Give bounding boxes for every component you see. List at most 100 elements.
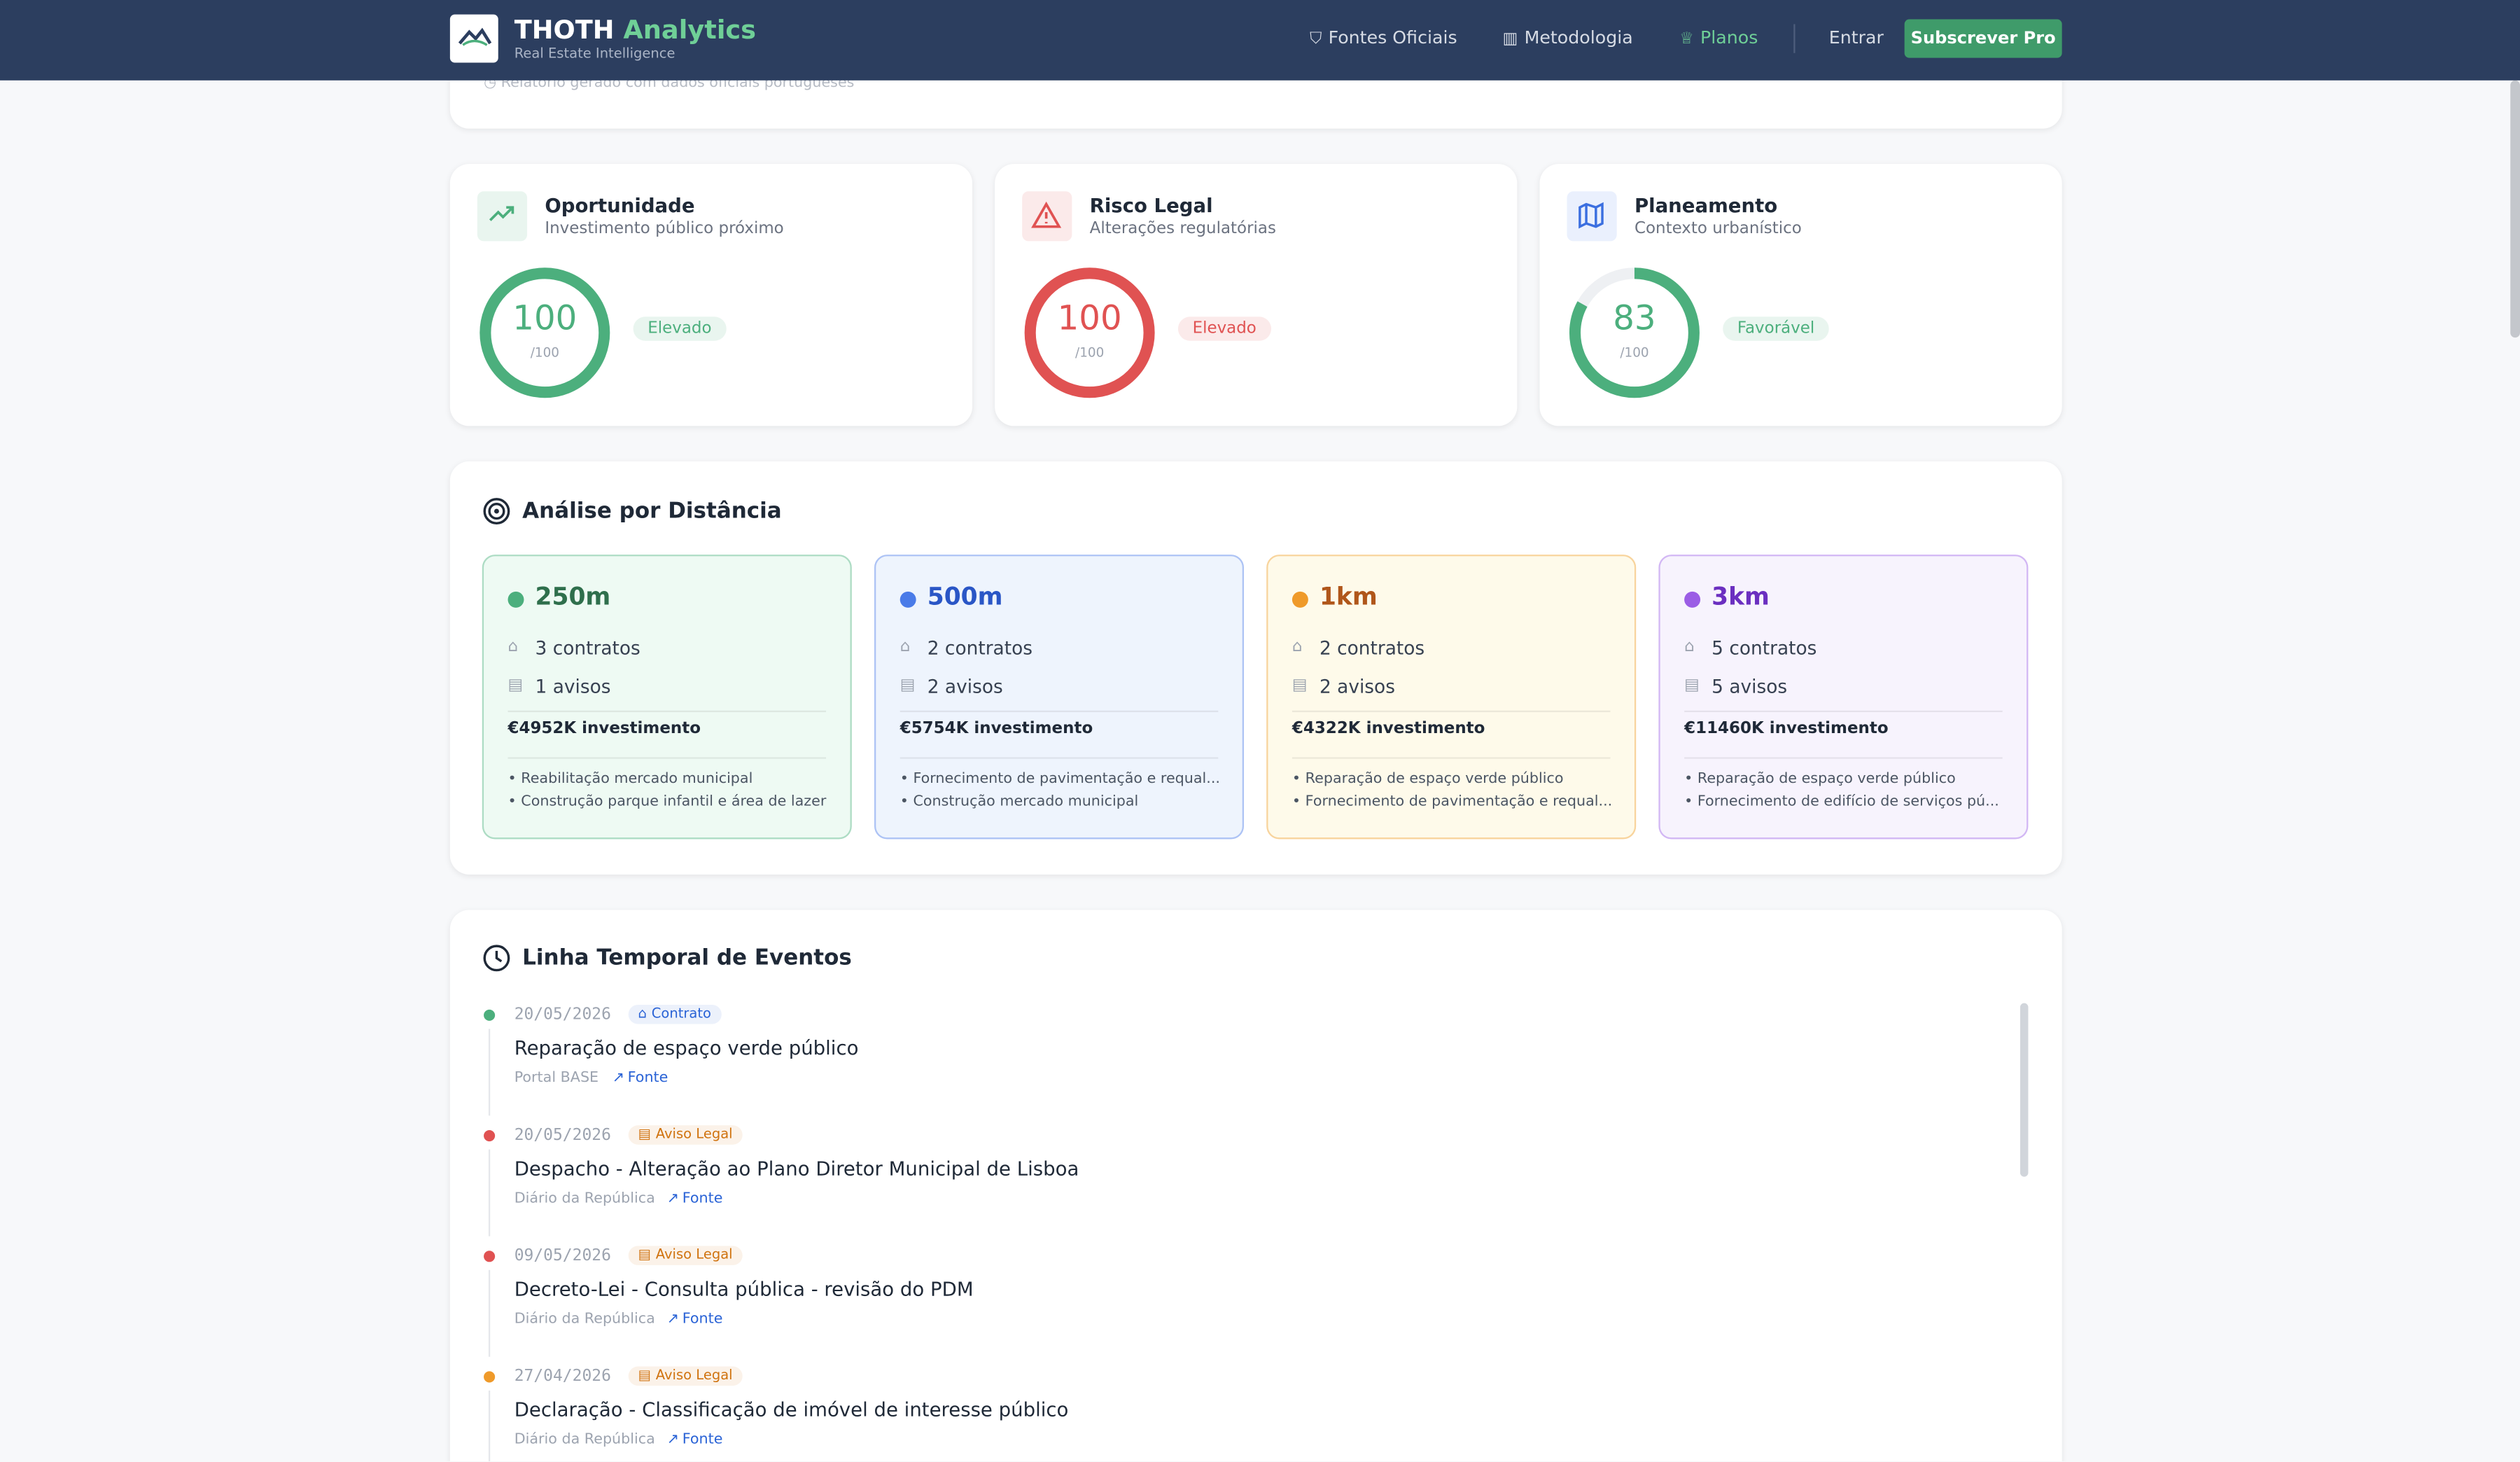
- target-icon: [483, 498, 510, 525]
- logo[interactable]: [449, 14, 498, 63]
- timeline-card: Linha Temporal de Eventos 20/05/2026 ⌂ Con…: [449, 910, 2062, 1461]
- link-text: Fonte: [627, 1071, 668, 1087]
- nav-link-text: Planos: [1700, 27, 1758, 48]
- event-title: Reparação de espaço verde público: [514, 1036, 859, 1060]
- source-link[interactable]: ↗ Fonte: [667, 1433, 723, 1449]
- event-line: [488, 1269, 491, 1357]
- zone-radius: 1km: [1319, 582, 1378, 611]
- zone-radius: 500m: [927, 582, 1003, 611]
- zone-investment: €4322K investimento: [1292, 720, 1485, 738]
- divider: [1292, 710, 1611, 713]
- bullet: •: [899, 772, 913, 788]
- zone-investment: €5754K investimento: [899, 720, 1093, 738]
- bullet: •: [1292, 794, 1306, 811]
- event-line: [488, 1029, 491, 1116]
- contract-icon: ⌂: [507, 638, 519, 656]
- notice-icon: ▤: [1684, 676, 1700, 695]
- zone-item-text: Fornecimento de edifício de serviços pú.…: [1697, 794, 1999, 811]
- ring-value: [479, 267, 610, 398]
- source-link[interactable]: ↗ Fonte: [612, 1071, 668, 1087]
- score-subtitle: Alterações regulatórias: [1089, 220, 1276, 238]
- event-tag: ▤ Aviso Legal: [628, 1246, 743, 1265]
- distance-card: Análise por Distância 250m ⌂ 3 contratos ▤ 1…: [449, 461, 2062, 875]
- contract-icon: ⌂: [899, 638, 911, 656]
- notice-icon: ▤: [1292, 676, 1308, 695]
- tag-text: Aviso Legal: [655, 1247, 733, 1264]
- zone-radius: 250m: [535, 582, 611, 611]
- contract-icon: ⌂: [1684, 638, 1695, 656]
- zone-item: • Reparação de espaço verde público: [1684, 772, 1956, 788]
- notice-icon: ▤: [507, 676, 524, 695]
- divider: [899, 710, 1219, 713]
- zone-item-text: Fornecimento de pavimentação e requal...: [913, 772, 1220, 788]
- event-date: 20/05/2026: [514, 1006, 611, 1024]
- zone-radius: 3km: [1712, 582, 1770, 611]
- zone-contracts: 5 contratos: [1712, 636, 1817, 660]
- scrollbar-thumb[interactable]: [2019, 1003, 2029, 1177]
- event-source: Diário da República: [514, 1311, 655, 1328]
- zone-dot: [507, 591, 524, 608]
- event-title: Declaração - Classificação de imóvel de …: [514, 1398, 1069, 1421]
- link-text: Fonte: [682, 1191, 723, 1208]
- event-tag: ▤ Aviso Legal: [628, 1366, 743, 1386]
- score-max: /100: [1620, 345, 1649, 361]
- source-link[interactable]: ↗ Fonte: [667, 1311, 723, 1328]
- cta-button[interactable]: Subscrever Pro: [1904, 19, 2062, 58]
- source-link[interactable]: ↗ Fonte: [667, 1191, 723, 1207]
- zone-notices: 1 avisos: [535, 675, 611, 698]
- tag-text: Aviso Legal: [655, 1367, 733, 1384]
- zone-card: 3km ⌂ 5 contratos ▤ 5 avisos €11460K investim…: [1658, 555, 2029, 840]
- brand[interactable]: THOTH Analytics: [514, 15, 756, 46]
- score-card: Planeamento Contexto urbanístico 83/100 Fav…: [1539, 164, 2062, 426]
- link-icon: ↗: [666, 1311, 680, 1328]
- event-title: Decreto-Lei - Consulta pública - revisão…: [514, 1278, 974, 1301]
- divider: [507, 757, 827, 759]
- bullet: •: [1684, 794, 1698, 811]
- score-icon: [1567, 191, 1617, 242]
- clock-icon: [483, 945, 510, 972]
- score-ring: [479, 267, 610, 398]
- score-card: Risco Legal Alterações regulatórias 100/10…: [995, 164, 1518, 426]
- page-scrollbar[interactable]: [2510, 80, 2520, 338]
- zone-dot: [1292, 591, 1308, 608]
- icon-svg: [1578, 202, 1604, 229]
- zone-contracts: 3 contratos: [535, 636, 640, 660]
- score-title: Risco Legal: [1089, 194, 1213, 217]
- nav-link[interactable]: ♕ Planos: [1679, 27, 1758, 48]
- zone-item: • Fornecimento de pavimentação e requal.…: [1292, 794, 1612, 810]
- bullet: •: [899, 794, 913, 811]
- brand-main: THOTH: [514, 14, 615, 46]
- divider: [899, 757, 1219, 759]
- zone-item: • Construção parque infantil e área de l…: [508, 794, 827, 810]
- divider: [1684, 757, 2003, 759]
- tag-icon: ▤: [638, 1367, 651, 1384]
- score-title: Planeamento: [1634, 194, 1778, 217]
- zone-investment: €11460K investimento: [1684, 720, 1889, 738]
- zone-contracts: 2 contratos: [1319, 636, 1425, 660]
- rating-badge: Elevado: [633, 316, 727, 341]
- zone-notices: 2 avisos: [927, 675, 1003, 698]
- login-link[interactable]: Entrar: [1828, 27, 1884, 48]
- event-dot: [484, 1130, 496, 1142]
- nav-link[interactable]: ▥ Metodologia: [1503, 27, 1633, 48]
- zone-item-text: Reparação de espaço verde público: [1305, 772, 1564, 788]
- event-dot: [484, 1371, 496, 1383]
- zone-card: 250m ⌂ 3 contratos ▤ 1 avisos €4952K investim…: [482, 555, 852, 840]
- contract-icon: ⌂: [1292, 638, 1303, 656]
- link-icon: ↗: [666, 1432, 680, 1449]
- event-date: 27/04/2026: [514, 1367, 611, 1386]
- nav-link-text: Metodologia: [1524, 27, 1633, 48]
- ring-value: [1024, 267, 1155, 398]
- event-source: Portal BASE: [514, 1071, 599, 1087]
- icon-svg: [489, 206, 514, 221]
- event-date: 09/05/2026: [514, 1247, 611, 1265]
- section-title: Análise por Distância: [522, 498, 782, 524]
- score-subtitle: Investimento público próximo: [545, 220, 784, 238]
- zone-item: • Fornecimento de edifício de serviços p…: [1684, 794, 1999, 810]
- zone-item-text: Fornecimento de pavimentação e requal...: [1305, 794, 1613, 811]
- nav-link[interactable]: ⛉ Fontes Oficiais: [1310, 27, 1457, 48]
- tag-icon: ▤: [638, 1247, 651, 1264]
- zone-item: • Reparação de espaço verde público: [1292, 772, 1564, 788]
- section-title: Linha Temporal de Eventos: [522, 945, 852, 971]
